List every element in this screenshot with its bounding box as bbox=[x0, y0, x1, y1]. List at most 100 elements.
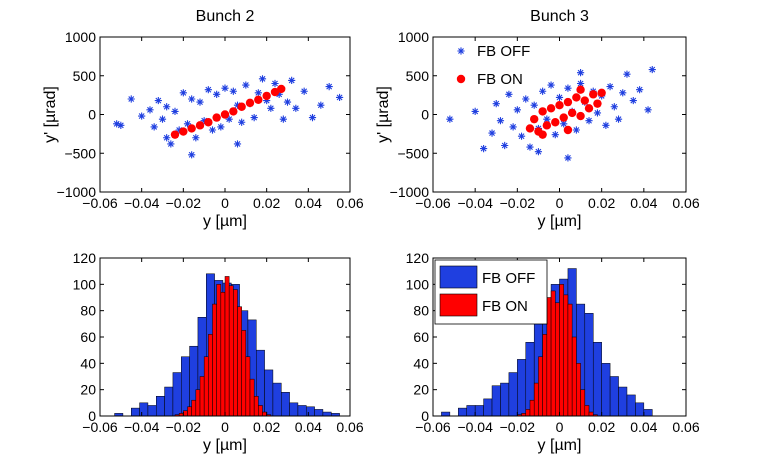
histogram-bar bbox=[584, 313, 594, 416]
data-point bbox=[555, 93, 564, 102]
histogram-bar bbox=[212, 303, 217, 416]
data-point bbox=[179, 127, 188, 136]
plot-area bbox=[441, 268, 653, 416]
data-point bbox=[492, 100, 500, 108]
data-point bbox=[538, 130, 547, 139]
histogram-bar bbox=[306, 406, 315, 416]
data-point bbox=[551, 118, 560, 127]
data-point bbox=[597, 88, 606, 98]
histogram-bar bbox=[183, 410, 188, 416]
data-point bbox=[288, 76, 296, 84]
series-fb-on bbox=[170, 84, 286, 139]
data-point bbox=[610, 103, 618, 111]
histogram-bar bbox=[164, 386, 174, 416]
data-point bbox=[567, 108, 577, 118]
data-point bbox=[636, 86, 644, 94]
data-point bbox=[254, 95, 263, 104]
y-tick-label: 80 bbox=[413, 303, 429, 319]
data-point bbox=[517, 132, 526, 140]
data-point bbox=[117, 121, 125, 129]
plot-area bbox=[113, 75, 344, 159]
histogram-bar bbox=[491, 385, 501, 416]
histogram-bar bbox=[538, 356, 543, 416]
data-point bbox=[308, 114, 317, 122]
histogram-bar bbox=[618, 386, 628, 416]
legend-marker bbox=[457, 47, 465, 55]
data-point bbox=[171, 107, 179, 115]
data-point bbox=[534, 148, 543, 156]
data-point bbox=[446, 115, 454, 123]
y-tick-label: 80 bbox=[80, 303, 96, 319]
y-tick-label: 0 bbox=[421, 408, 429, 424]
data-point bbox=[213, 90, 221, 98]
histogram-bar bbox=[626, 394, 636, 416]
data-point bbox=[593, 109, 602, 117]
y-tick-label: 40 bbox=[413, 355, 429, 371]
data-point bbox=[547, 81, 555, 89]
legend-label: FB ON bbox=[477, 71, 523, 88]
histogram-bar bbox=[241, 330, 247, 416]
histogram-bar bbox=[559, 284, 564, 416]
data-point bbox=[563, 97, 573, 107]
x-tick-label: 0.06 bbox=[336, 195, 363, 211]
plot-area bbox=[114, 273, 340, 416]
data-point bbox=[195, 121, 205, 130]
histogram-bar bbox=[253, 396, 259, 416]
data-point bbox=[263, 96, 271, 105]
chart-title: Bunch 2 bbox=[196, 8, 255, 25]
histogram-bar bbox=[139, 402, 149, 416]
x-tick-label: −0.04 bbox=[124, 195, 160, 211]
y-tick-label: 500 bbox=[406, 68, 430, 84]
y-tick-label: 0 bbox=[421, 107, 429, 123]
data-point bbox=[192, 134, 200, 142]
data-point bbox=[275, 90, 283, 98]
x-tick-label: −0.04 bbox=[124, 419, 160, 435]
plot-area bbox=[446, 65, 656, 162]
data-point bbox=[513, 106, 521, 114]
data-point bbox=[509, 123, 517, 131]
data-point bbox=[593, 99, 602, 108]
data-point bbox=[258, 75, 267, 83]
data-point bbox=[619, 89, 627, 97]
panel-1: −0.06 −0.04 −0.02 0 0.02 0.04 0.06 1000 500 0 −500… bbox=[42, 8, 364, 230]
data-point bbox=[564, 84, 572, 92]
data-point bbox=[576, 79, 585, 88]
x-tick-label: 0.06 bbox=[672, 195, 699, 211]
x-tick-label: 0.06 bbox=[672, 419, 699, 435]
legend-swatch bbox=[439, 265, 478, 289]
data-point bbox=[146, 106, 154, 114]
y-axis-label: y' [µrad] bbox=[375, 86, 392, 143]
histogram-bar bbox=[314, 409, 324, 416]
histogram-bar bbox=[131, 407, 140, 416]
data-point bbox=[138, 112, 146, 120]
data-point bbox=[154, 96, 162, 105]
data-point bbox=[245, 98, 255, 108]
data-point bbox=[233, 101, 242, 109]
histogram-bar bbox=[483, 398, 493, 416]
panel-3: −0.06 −0.04 −0.02 0 0.02 0.04 0.06 120 100 80 60 40… bbox=[73, 250, 364, 454]
panel-4: −0.06 −0.04 −0.02 0 0.02 0.04 0.06 120 100 80 60 40… bbox=[406, 250, 700, 454]
y-axis-label: y' [µrad] bbox=[42, 86, 59, 143]
y-tick-label: 60 bbox=[413, 329, 429, 345]
data-point bbox=[175, 126, 183, 134]
histogram-bar bbox=[567, 303, 573, 416]
histogram-bar bbox=[517, 359, 527, 416]
data-point bbox=[546, 104, 556, 113]
histogram-bar bbox=[533, 382, 539, 416]
data-point bbox=[188, 151, 196, 159]
data-point bbox=[572, 93, 581, 102]
data-point bbox=[158, 115, 167, 123]
chart-title: Bunch 3 bbox=[530, 8, 589, 25]
data-point bbox=[283, 98, 292, 106]
data-point bbox=[530, 114, 539, 124]
data-point bbox=[167, 140, 175, 148]
histogram-bar bbox=[508, 372, 518, 416]
data-point bbox=[572, 126, 580, 134]
data-point bbox=[648, 65, 656, 74]
data-point bbox=[238, 118, 246, 126]
y-tick-label: 1000 bbox=[65, 29, 96, 45]
data-point bbox=[179, 89, 187, 97]
histogram-bar bbox=[272, 382, 282, 416]
histogram-bar bbox=[601, 363, 611, 416]
histogram-bar bbox=[592, 342, 602, 416]
